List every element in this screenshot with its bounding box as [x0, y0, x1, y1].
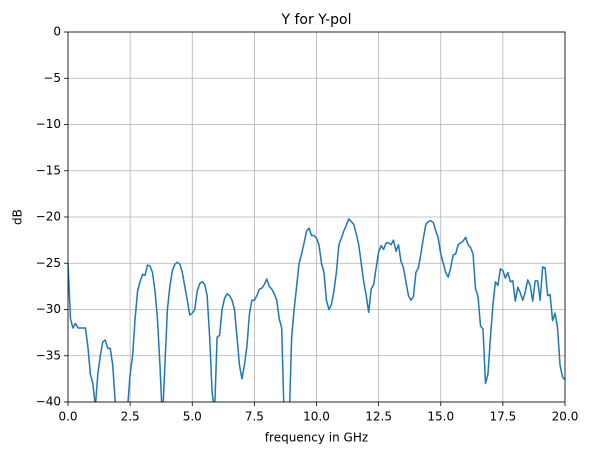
x-tick-label: 0.0: [58, 410, 77, 424]
y-tick-label: −35: [36, 348, 61, 362]
y-tick-label: −20: [36, 210, 61, 224]
x-tick-label: 10.0: [303, 410, 330, 424]
y-tick-label: −30: [36, 302, 61, 316]
y-tick-label: −40: [36, 395, 61, 409]
y-axis-label: dB: [11, 209, 25, 225]
ticks: 0.0 2.5 5.0 7.5 10.0 12.5 15.0 17.5 20.0 0 −5 −10 −1…: [36, 25, 579, 424]
x-tick-label: 2.5: [121, 410, 140, 424]
y-tick-label: 0: [53, 25, 61, 39]
x-tick-label: 7.5: [245, 410, 264, 424]
x-tick-label: 20.0: [552, 410, 579, 424]
y-tick-label: −10: [36, 117, 61, 131]
plot-area: [68, 218, 565, 402]
x-tick-label: 15.0: [427, 410, 454, 424]
line-series: [68, 218, 565, 402]
x-tick-label: 12.5: [365, 410, 392, 424]
x-axis-label: frequency in GHz: [265, 431, 368, 445]
y-tick-label: −5: [43, 71, 61, 85]
y-tick-label: −25: [36, 256, 61, 270]
y-tick-label: −15: [36, 163, 61, 177]
x-tick-label: 5.0: [183, 410, 202, 424]
chart-title: Y for Y-pol: [281, 12, 352, 28]
x-tick-label: 17.5: [490, 410, 517, 424]
